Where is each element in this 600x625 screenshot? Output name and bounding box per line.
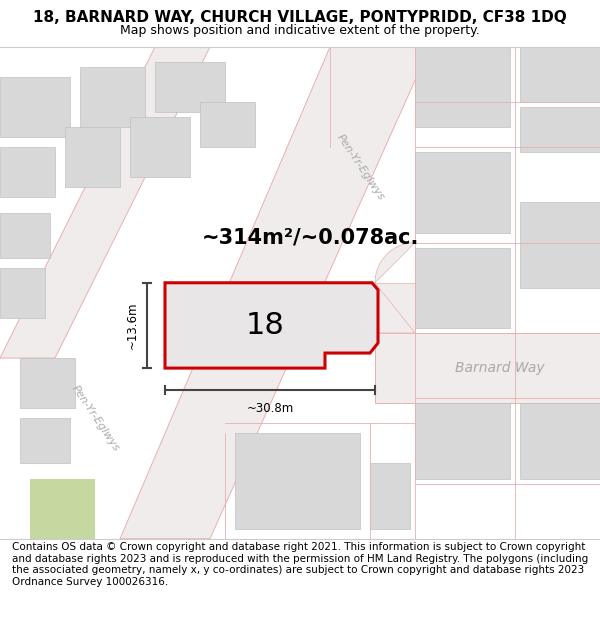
Polygon shape <box>155 62 225 112</box>
Polygon shape <box>520 47 600 102</box>
Polygon shape <box>0 213 50 258</box>
Polygon shape <box>520 202 600 288</box>
Polygon shape <box>65 127 120 188</box>
Polygon shape <box>0 268 45 318</box>
Polygon shape <box>20 418 70 464</box>
Polygon shape <box>80 67 145 127</box>
Polygon shape <box>415 248 510 328</box>
Polygon shape <box>20 358 75 408</box>
Polygon shape <box>235 433 360 529</box>
Polygon shape <box>375 242 415 333</box>
Polygon shape <box>0 148 55 198</box>
Polygon shape <box>370 464 410 529</box>
Text: Contains OS data © Crown copyright and database right 2021. This information is : Contains OS data © Crown copyright and d… <box>12 542 588 587</box>
Polygon shape <box>185 296 355 353</box>
Polygon shape <box>520 107 600 152</box>
Polygon shape <box>0 77 70 138</box>
Text: Map shows position and indicative extent of the property.: Map shows position and indicative extent… <box>120 24 480 36</box>
Polygon shape <box>30 479 95 539</box>
Polygon shape <box>375 333 600 403</box>
Polygon shape <box>200 102 255 148</box>
Polygon shape <box>130 117 190 178</box>
Polygon shape <box>165 282 378 368</box>
Polygon shape <box>415 47 510 127</box>
Text: Pen-Yr-Eglwys: Pen-Yr-Eglwys <box>69 383 121 453</box>
Polygon shape <box>415 403 510 479</box>
Polygon shape <box>415 152 510 232</box>
Text: ~13.6m: ~13.6m <box>126 302 139 349</box>
Polygon shape <box>120 47 430 539</box>
Polygon shape <box>0 47 210 358</box>
Text: Barnard Way: Barnard Way <box>455 361 545 375</box>
Polygon shape <box>375 282 415 333</box>
Text: Pen-Yr-Eglwys: Pen-Yr-Eglwys <box>334 132 386 202</box>
Polygon shape <box>520 403 600 479</box>
Text: 18, BARNARD WAY, CHURCH VILLAGE, PONTYPRIDD, CF38 1DQ: 18, BARNARD WAY, CHURCH VILLAGE, PONTYPR… <box>33 10 567 25</box>
Text: 18: 18 <box>245 311 284 341</box>
Text: ~30.8m: ~30.8m <box>247 402 293 415</box>
Text: ~314m²/~0.078ac.: ~314m²/~0.078ac. <box>202 228 419 248</box>
